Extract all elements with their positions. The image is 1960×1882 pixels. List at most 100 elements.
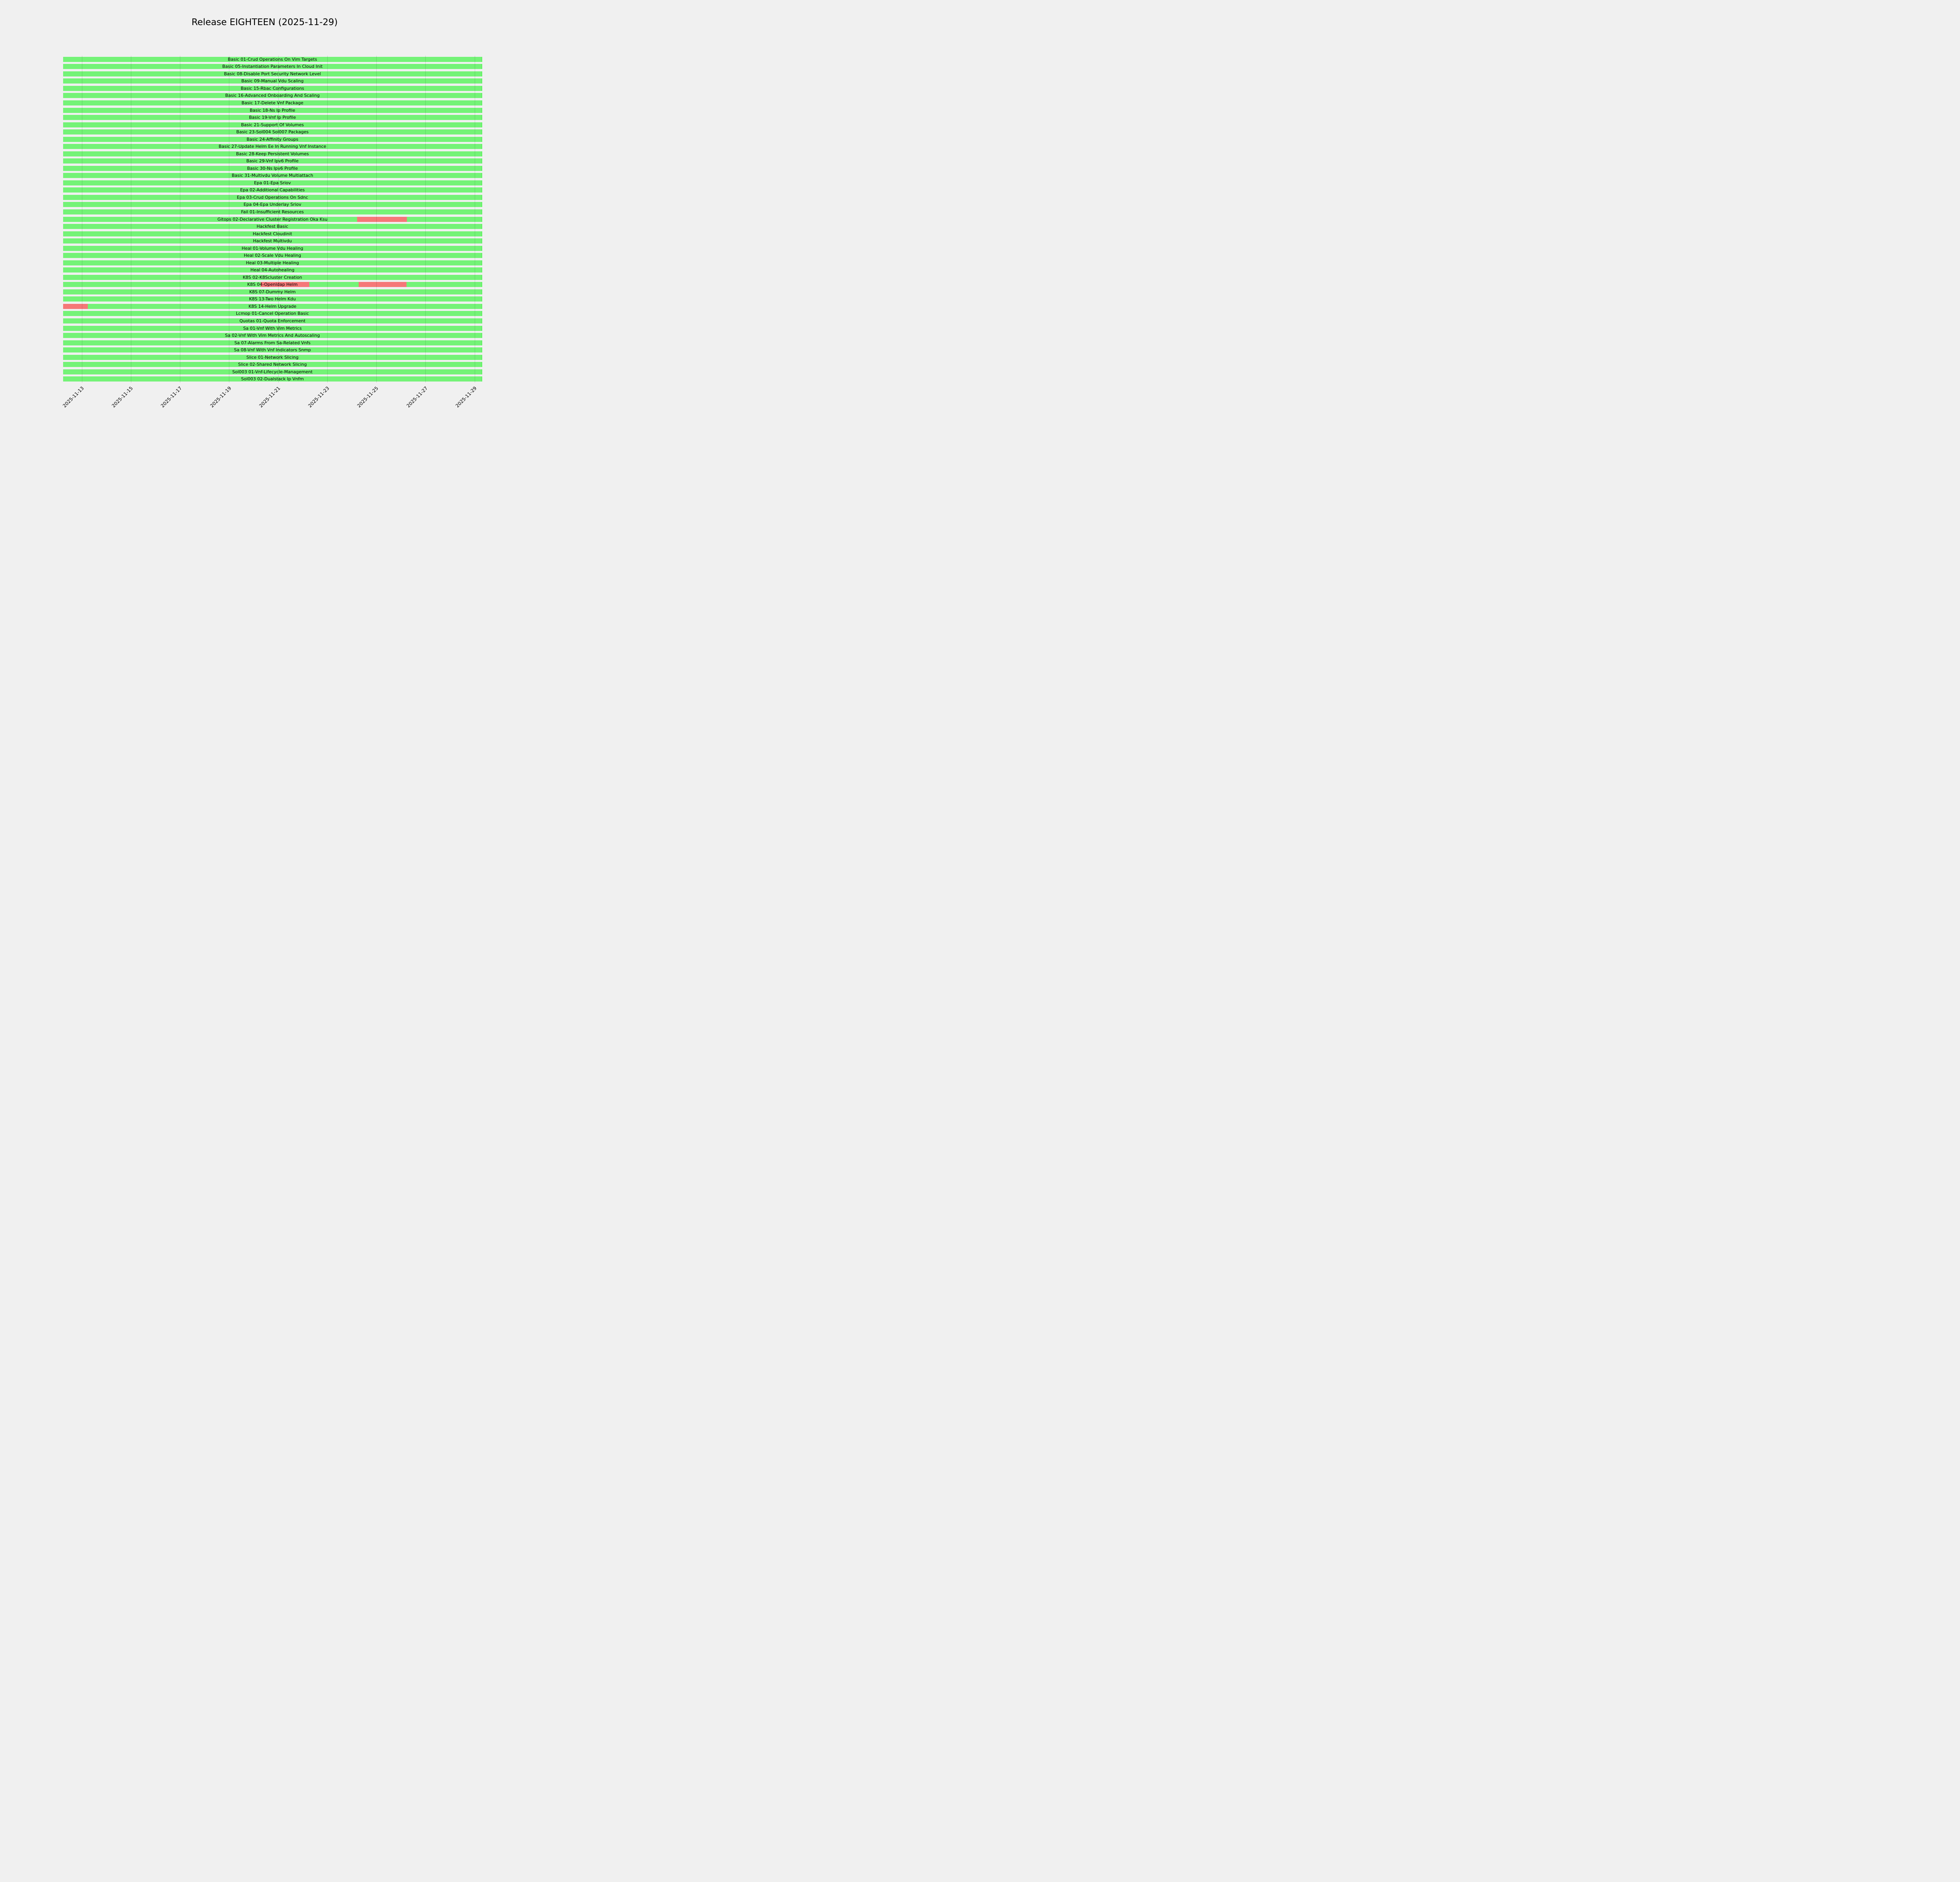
gantt-row-bar — [63, 180, 482, 185]
gantt-row-bar — [63, 260, 482, 265]
gantt-row-bar — [63, 93, 482, 98]
gantt-row-bar — [63, 216, 482, 222]
gantt-row-bar — [63, 303, 482, 309]
row-label: Basic 01-Crud Operations On Vim Targets — [228, 56, 317, 62]
row-label: Heal 04-Autohealing — [250, 267, 295, 273]
gantt-row-bar — [63, 231, 482, 236]
gantt-row-bar — [63, 115, 482, 120]
row-label: Sa 02-Vnf With Vim Metrics And Autoscali… — [225, 333, 320, 338]
gantt-row-bar — [63, 311, 482, 316]
gantt-row-bar — [63, 85, 482, 91]
row-label: Sol003 02-Dualstack Ip Vnfm — [241, 376, 304, 382]
gantt-row-bar — [63, 362, 482, 367]
gantt-row-bar — [63, 253, 482, 258]
gantt-row-bar — [63, 78, 482, 84]
row-label: Basic 27-Update Helm Ee In Running Vnf I… — [218, 144, 327, 149]
row-label: Basic 09-Manual Vdu Scaling — [241, 78, 304, 84]
row-label: Hackfest Cloudinit — [252, 231, 292, 236]
row-label: Basic 30-Ns Ipv6 Profile — [247, 165, 298, 171]
row-label: Basic 05-Instantiation Parameters In Clo… — [222, 64, 323, 69]
gantt-row-bar — [63, 224, 482, 229]
gridline — [278, 56, 279, 383]
gantt-row-bar — [63, 369, 482, 374]
gantt-row-bar — [63, 318, 482, 323]
gantt-row-bar — [63, 64, 482, 69]
gantt-row-bar — [63, 100, 482, 105]
row-label: Fail 01-Insufficient Resources — [241, 209, 304, 214]
row-label: Basic 24-Affinity Groups — [246, 136, 299, 142]
row-label: K8S 04-Openldap Helm — [247, 282, 298, 287]
fail-segment — [260, 282, 310, 287]
x-tick-label: 2025-11-17 — [160, 385, 183, 409]
gantt-row-bar — [63, 122, 482, 127]
gantt-row-bar — [63, 209, 482, 214]
fail-segment — [358, 282, 407, 287]
row-label: K8S 07-Dummy Helm — [249, 289, 296, 294]
gantt-row-bar — [63, 340, 482, 345]
row-label: Heal 02-Scale Vdu Healing — [243, 253, 301, 258]
row-label: Heal 01-Volume Vdu Healing — [241, 245, 303, 251]
row-label: K8S 14-Helm Upgrade — [249, 303, 296, 309]
row-label: Epa 02-Additional Capabilities — [240, 187, 305, 193]
row-label: Epa 04-Epa Underlay Sriov — [243, 202, 301, 207]
row-label: Epa 01-Epa Sriov — [254, 180, 291, 185]
gridline — [376, 56, 377, 383]
gantt-row-bar — [63, 165, 482, 171]
gridline — [425, 56, 426, 383]
chart-title: Release EIGHTEEN (2025-11-29) — [191, 17, 338, 27]
x-tick-label: 2025-11-21 — [258, 385, 281, 409]
gantt-row-bar — [63, 245, 482, 251]
row-label: Basic 28-Keep Persistent Volumes — [236, 151, 309, 156]
row-label: Basic 17-Delete Vnf Package — [241, 100, 303, 105]
gantt-row-bar — [63, 282, 482, 287]
row-label: Sa 08-Vnf With Vnf Indicators Snmp — [234, 347, 311, 353]
gantt-row-bar — [63, 202, 482, 207]
row-label: Basic 16-Advanced Onboarding And Scaling — [225, 93, 320, 98]
row-label: Basic 15-Rbac Configurations — [241, 85, 304, 91]
gantt-row-bar — [63, 129, 482, 135]
row-label: K8S 13-Two Helm Kdu — [249, 296, 296, 302]
row-label: Slice 02-Shared Network Slicing — [238, 362, 307, 367]
row-label: Gitops 02-Declarative Cluster Registrati… — [217, 216, 328, 222]
gantt-row-bar — [63, 107, 482, 113]
x-tick-label: 2025-11-13 — [62, 385, 85, 409]
x-tick-label: 2025-11-15 — [111, 385, 134, 409]
gantt-row-bar — [63, 194, 482, 200]
gantt-row-bar — [63, 289, 482, 294]
x-tick-label: 2025-11-23 — [307, 385, 330, 409]
row-label: Sa 07-Alarms From Sa-Related Vnfs — [234, 340, 311, 345]
row-label: Sa 01-Vnf With Vim Metrics — [243, 325, 302, 331]
gantt-row-bar — [63, 238, 482, 244]
gantt-row-bar — [63, 56, 482, 62]
x-tick-label: 2025-11-27 — [405, 385, 429, 409]
gridline — [327, 56, 328, 383]
row-label: Sol003 01-Vnf-Lifecycle-Management — [232, 369, 313, 374]
gantt-row-bar — [63, 347, 482, 353]
gantt-row-bar — [63, 376, 482, 382]
x-tick-label: 2025-11-25 — [356, 385, 380, 409]
gantt-row-bar — [63, 158, 482, 164]
plot-area: Basic 01-Crud Operations On Vim Targets B… — [62, 56, 482, 409]
row-label: Basic 21-Support Of Volumes — [241, 122, 304, 127]
gantt-row-bar — [63, 187, 482, 193]
fail-segment — [357, 216, 407, 222]
row-label: Lcmop 01-Cancel Operation Basic — [236, 311, 309, 316]
row-label: Quotas 01-Quota Enforcement — [239, 318, 306, 323]
row-label: Basic 08-Disable Port Security Network L… — [224, 71, 321, 76]
row-label: Slice 01-Network Slicing — [246, 354, 299, 360]
row-label: Basic 29-Vnf Ipv6 Profile — [246, 158, 299, 164]
row-label: Basic 18-Ns Ip Profile — [250, 107, 295, 113]
row-label: Basic 23-Sol004 Sol007 Packages — [236, 129, 309, 135]
gantt-row-bar — [63, 173, 482, 178]
gantt-row-bar — [63, 71, 482, 76]
row-label: Hackfest Multivdu — [253, 238, 292, 244]
row-label: K8S 02-K8Scluster Creation — [243, 274, 302, 280]
row-label: Epa 03-Crud Operations On Sdnc — [237, 194, 308, 200]
gantt-row-bar — [63, 151, 482, 156]
gantt-row-bar — [63, 144, 482, 149]
fail-segment — [63, 303, 88, 309]
row-label: Heal 03-Multiple Healing — [246, 260, 299, 265]
gantt-row-bar — [63, 267, 482, 273]
gantt-row-bar — [63, 333, 482, 338]
gantt-row-bar — [63, 136, 482, 142]
